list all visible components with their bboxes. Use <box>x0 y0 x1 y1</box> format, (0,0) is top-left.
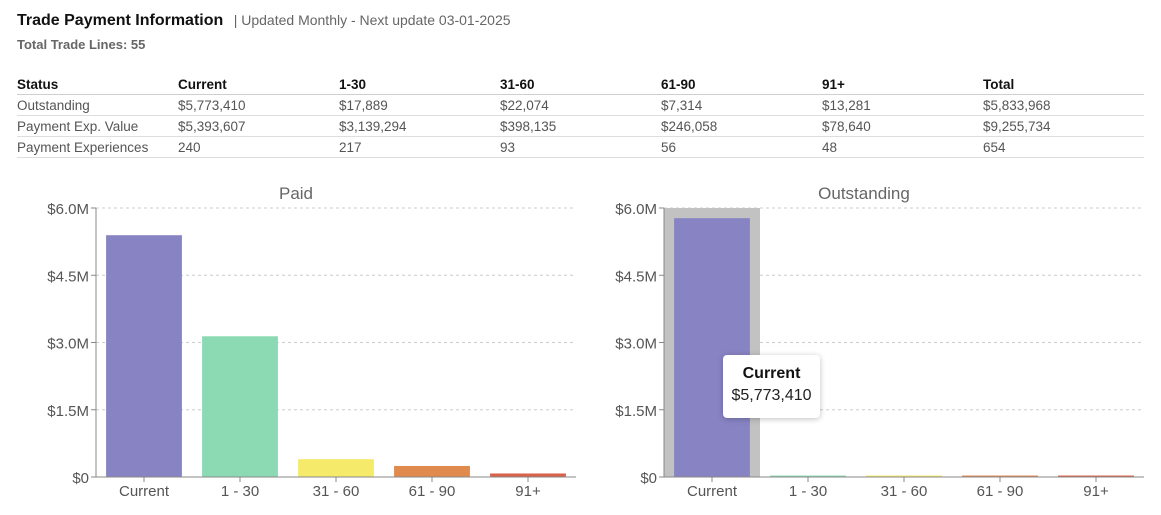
table-cell: Payment Exp. Value <box>17 115 178 137</box>
table-cell: 654 <box>983 136 1144 158</box>
bar-31-60 <box>298 459 374 477</box>
column-header: Total <box>983 76 1144 95</box>
y-tick-label: $0 <box>72 470 89 487</box>
x-tick-label: 91+ <box>1083 483 1109 500</box>
x-tick-label: 1 - 30 <box>221 483 259 500</box>
table-cell: 240 <box>178 136 339 158</box>
column-header: 91+ <box>822 76 983 95</box>
table-cell: 48 <box>822 136 983 158</box>
x-tick-label: 31 - 60 <box>881 483 928 500</box>
bar-current <box>106 235 182 477</box>
table-cell: $78,640 <box>822 115 983 137</box>
table-cell: 93 <box>500 136 661 158</box>
page-title: Trade Payment Information <box>17 12 224 29</box>
table-cell: 56 <box>661 136 822 158</box>
y-tick-label: $6.0M <box>615 201 657 218</box>
chart-title: Paid <box>279 184 313 203</box>
table-cell: $17,889 <box>339 94 500 116</box>
table-cell: $9,255,734 <box>983 115 1144 137</box>
tooltip-value: $5,773,410 <box>731 387 812 404</box>
x-tick-label: 61 - 90 <box>977 483 1024 500</box>
chart-tooltip: Current $5,773,410 <box>723 355 820 418</box>
table-header-row: Status Current 1-30 31-60 61-90 91+ Tota… <box>17 76 1144 95</box>
y-tick-label: $3.0M <box>47 336 89 353</box>
column-header: 1-30 <box>339 76 500 95</box>
bar-61-90 <box>962 475 1038 477</box>
table-cell: Payment Experiences <box>17 136 178 158</box>
table-cell: $5,393,607 <box>178 115 339 137</box>
table-row: Outstanding $5,773,410 $17,889 $22,074 $… <box>17 94 1144 116</box>
total-trade-lines: Total Trade Lines: 55 <box>17 37 146 52</box>
x-tick-label: 1 - 30 <box>789 483 827 500</box>
column-header: 31-60 <box>500 76 661 95</box>
trade-payment-table: Status Current 1-30 31-60 61-90 91+ Tota… <box>17 76 1144 158</box>
table-cell: $398,135 <box>500 115 661 137</box>
table-cell: $5,773,410 <box>178 94 339 116</box>
bar-91+ <box>1058 475 1134 477</box>
bar-31-60 <box>866 475 942 477</box>
table-cell: Outstanding <box>17 94 178 116</box>
tooltip-label: Current <box>742 365 801 382</box>
update-note: | Updated Monthly - Next update 03-01-20… <box>233 12 511 28</box>
y-tick-label: $0 <box>640 470 657 487</box>
column-header: Status <box>17 76 178 95</box>
y-tick-label: $3.0M <box>615 336 657 353</box>
table-cell: $13,281 <box>822 94 983 116</box>
bar-current <box>674 218 750 477</box>
bar-91+ <box>490 473 566 477</box>
y-tick-label: $4.5M <box>615 268 657 285</box>
column-header: 61-90 <box>661 76 822 95</box>
bar-1-30 <box>202 336 278 477</box>
table-cell: $22,074 <box>500 94 661 116</box>
x-tick-label: 31 - 60 <box>313 483 360 500</box>
y-tick-label: $1.5M <box>47 403 89 420</box>
table-cell: $7,314 <box>661 94 822 116</box>
chart-paid: Paid $0 $1.5M $3.0M $4.5M $6.0M Current 1 - 30 3… <box>47 184 576 500</box>
chart-title: Outstanding <box>818 184 910 203</box>
bar-1-30 <box>770 475 846 477</box>
x-tick-label: 91+ <box>515 483 541 500</box>
header: Trade Payment Information | Updated Mont… <box>17 12 511 30</box>
y-tick-label: $1.5M <box>615 403 657 420</box>
table-row: Payment Experiences 240 217 93 56 48 654 <box>17 136 1144 158</box>
y-tick-label: $4.5M <box>47 268 89 285</box>
column-header: Current <box>178 76 339 95</box>
x-tick-label: 61 - 90 <box>409 483 456 500</box>
chart-outstanding: Outstanding $0 $1.5M $3.0M $4.5M $6.0M Current… <box>615 184 1144 500</box>
table-cell: 217 <box>339 136 500 158</box>
table-cell: $3,139,294 <box>339 115 500 137</box>
table-row: Payment Exp. Value $5,393,607 $3,139,294… <box>17 115 1144 137</box>
y-tick-label: $6.0M <box>47 201 89 218</box>
bar-61-90 <box>394 465 470 477</box>
table-cell: $246,058 <box>661 115 822 137</box>
x-tick-label: Current <box>119 483 170 500</box>
x-tick-label: Current <box>687 483 738 500</box>
table-cell: $5,833,968 <box>983 94 1144 116</box>
